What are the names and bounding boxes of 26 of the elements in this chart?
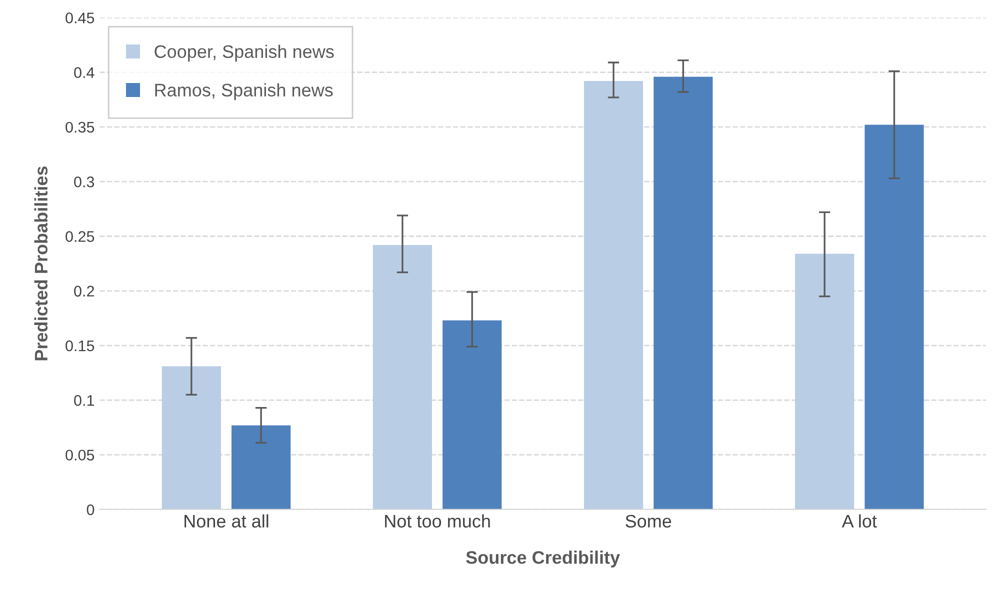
- bar: [864, 124, 924, 510]
- bar: [232, 425, 291, 510]
- y-tick-label: 0.15: [66, 340, 94, 352]
- y-tick-label: 0.35: [66, 122, 94, 133]
- bar: [584, 81, 644, 510]
- bar: [442, 320, 502, 510]
- y-tick-label: 0.2: [74, 286, 94, 297]
- bar: [162, 366, 221, 510]
- bar: [795, 254, 854, 510]
- y-tick-label: 0: [86, 504, 94, 516]
- legend-label: Cooper, Spanish news: [154, 44, 334, 62]
- x-tick-label: Not too much: [385, 514, 490, 528]
- y-tick-label: 0.45: [66, 12, 94, 24]
- bar: [654, 76, 713, 510]
- x-axis-title: Source Credibility: [466, 550, 620, 568]
- x-tick-label: A lot: [842, 514, 877, 528]
- x-tick-label: Some: [626, 514, 672, 528]
- legend-label: Ramos, Spanish news: [155, 83, 333, 100]
- x-tick-label: None at all: [184, 514, 268, 528]
- y-tick-label: 0.3: [74, 176, 94, 188]
- bar: [372, 245, 432, 510]
- y-tick-label: 0.1: [74, 395, 94, 406]
- y-tick-label: 0.25: [66, 231, 94, 242]
- y-tick-label: 0.4: [74, 67, 94, 78]
- y-axis-title: Predicted Probabilities: [34, 166, 48, 360]
- y-tick-label: 0.05: [66, 450, 94, 461]
